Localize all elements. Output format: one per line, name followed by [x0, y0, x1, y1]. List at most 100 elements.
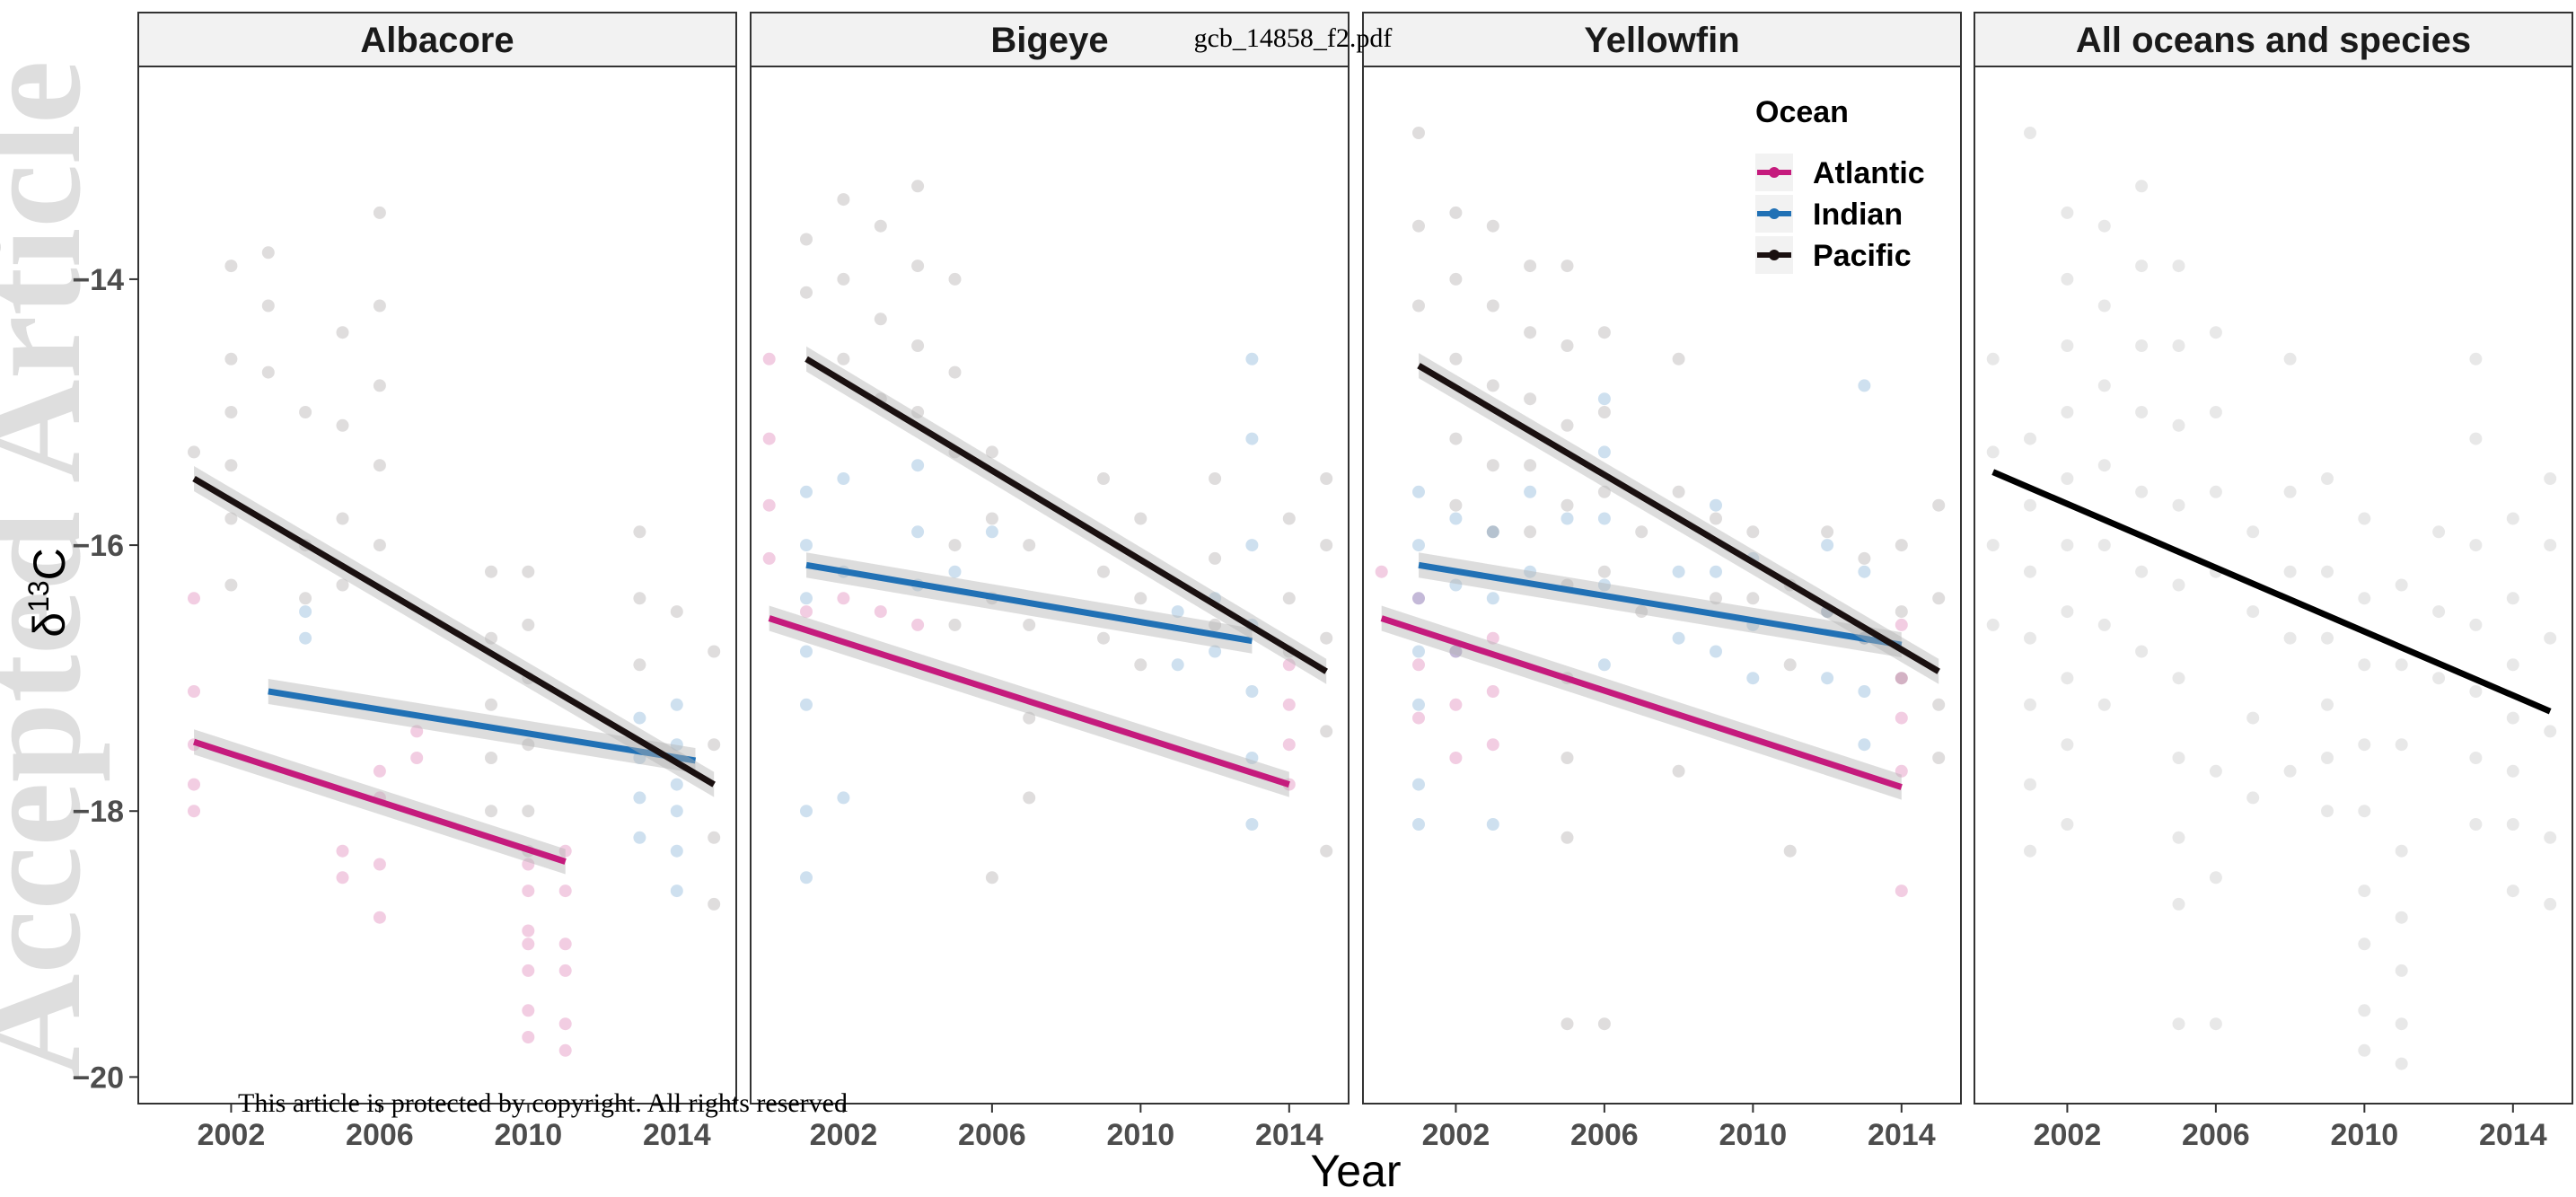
data-point-pacific [1320, 844, 1333, 858]
data-point-atlantic [762, 551, 776, 565]
data-point-all [2135, 565, 2149, 578]
data-point-pacific [708, 738, 721, 752]
data-point-pacific [1134, 512, 1147, 525]
data-point-pacific [224, 406, 238, 418]
data-point-pacific [911, 260, 925, 273]
data-point-all [2358, 592, 2371, 605]
fit-line-all [1991, 469, 2552, 715]
data-point-all [2506, 592, 2519, 605]
data-point-indian [1171, 605, 1184, 619]
data-point-pacific [1561, 498, 1574, 512]
data-point-pacific [1672, 764, 1685, 778]
data-point-pacific [1097, 472, 1110, 485]
data-point-atlantic [1282, 658, 1296, 672]
data-point-pacific [948, 618, 962, 631]
data-point-atlantic [558, 1017, 572, 1031]
data-point-all [2024, 127, 2036, 139]
data-point-indian [1486, 592, 1499, 605]
data-point-indian [670, 885, 683, 898]
data-point-all [2395, 658, 2408, 672]
data-point-pacific [336, 418, 349, 432]
y-axis-title-main: δ [24, 612, 75, 638]
data-point-all [2172, 498, 2185, 512]
data-point-indian [800, 871, 813, 885]
data-point-pacific [1449, 352, 1463, 365]
data-point-pacific [1524, 525, 1537, 539]
data-point-all [2209, 406, 2222, 418]
data-point-pacific [1561, 418, 1574, 432]
data-point-indian [800, 645, 813, 658]
data-point-indian [670, 844, 683, 858]
data-point-pacific [1486, 299, 1499, 312]
data-point-atlantic [558, 1043, 572, 1057]
panel-border [750, 66, 1350, 1105]
data-point-indian [1858, 379, 1871, 392]
data-point-pacific [985, 871, 998, 885]
data-point-indian [1412, 539, 1425, 552]
y-axis: −20 −18 −16 −14 [72, 263, 138, 1095]
data-point-atlantic [837, 592, 850, 605]
data-point-all [1986, 445, 2000, 459]
data-point-pacific [1932, 698, 1946, 711]
y-tick-label: −18 [72, 795, 124, 829]
data-point-atlantic [522, 937, 535, 951]
data-point-all [2358, 738, 2371, 752]
data-point-pacific [373, 459, 386, 472]
data-point-all [2395, 844, 2408, 858]
data-point-atlantic [1449, 698, 1463, 711]
data-point-atlantic [1375, 565, 1388, 578]
data-point-pacific [1209, 618, 1222, 631]
data-point-pacific [1746, 592, 1760, 605]
x-tick-label: 2002 [810, 1118, 878, 1152]
data-point-pacific [1635, 525, 1648, 539]
data-point-all [2097, 379, 2111, 392]
data-point-indian [1245, 432, 1259, 445]
fit-line-atlantic [1380, 615, 1903, 790]
data-point-all [2172, 1017, 2185, 1031]
data-point-all [2061, 738, 2074, 752]
data-point-all [2544, 897, 2557, 911]
data-point-all [2395, 1017, 2408, 1031]
data-point-pacific [1561, 752, 1574, 764]
watermark-text: Accepted Article [0, 60, 110, 1078]
data-point-atlantic [800, 605, 813, 619]
data-point-all [2172, 897, 2185, 911]
data-point-all [2395, 578, 2408, 592]
data-point-indian [1486, 525, 1499, 539]
data-point-pacific [1524, 392, 1537, 406]
data-point-all [2024, 778, 2036, 791]
data-point-indian [1245, 685, 1259, 698]
data-point-atlantic [373, 911, 386, 924]
data-point-pacific [1023, 791, 1036, 805]
data-point-pacific [373, 539, 386, 552]
data-point-all [2061, 605, 2074, 619]
data-point-indian [1412, 645, 1425, 658]
data-point-pacific [837, 193, 850, 207]
data-point-atlantic [336, 871, 349, 885]
data-point-pacific [1672, 352, 1685, 365]
data-point-all [2469, 618, 2483, 631]
data-point-indian [1746, 672, 1760, 685]
data-point-pacific [1561, 339, 1574, 352]
data-point-pacific [800, 286, 813, 299]
data-point-atlantic [336, 844, 349, 858]
data-point-all [2358, 512, 2371, 525]
x-tick-label: 2006 [1570, 1118, 1639, 1152]
data-point-pacific [1486, 459, 1499, 472]
data-point-all [2506, 764, 2519, 778]
data-point-indian [1672, 631, 1685, 645]
data-point-pacific [1710, 512, 1722, 525]
data-point-indian [1858, 565, 1871, 578]
data-point-pacific [1932, 498, 1946, 512]
data-point-pacific [1524, 459, 1537, 472]
data-point-indian [1524, 565, 1537, 578]
data-point-all [2061, 539, 2074, 552]
data-point-pacific [1449, 498, 1463, 512]
data-point-indian [670, 778, 683, 791]
data-point-indian [670, 738, 683, 752]
data-point-atlantic [1486, 738, 1499, 752]
data-point-atlantic [1412, 592, 1425, 605]
data-point-all [2395, 964, 2408, 977]
data-point-atlantic [762, 432, 776, 445]
data-point-pacific [485, 698, 497, 711]
